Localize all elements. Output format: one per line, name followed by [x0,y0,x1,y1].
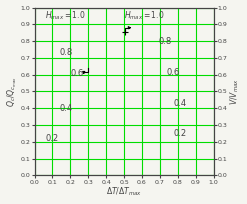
Text: 0.6: 0.6 [70,69,83,78]
Text: 0.6: 0.6 [166,68,179,77]
Text: 0.4: 0.4 [60,104,73,113]
X-axis label: $\Delta T/\Delta T_{max}$: $\Delta T/\Delta T_{max}$ [106,186,142,198]
Text: $H_{max}=1.0$: $H_{max}=1.0$ [124,9,165,22]
Text: 0.4: 0.4 [173,99,186,108]
Text: 0.2: 0.2 [173,129,186,138]
Y-axis label: $Q_c/Q_{c_{max}}$: $Q_c/Q_{c_{max}}$ [5,76,19,107]
Y-axis label: $V/V_{max}$: $V/V_{max}$ [229,78,242,105]
Text: 0.8: 0.8 [60,48,73,57]
Text: 0.8: 0.8 [159,38,172,47]
Text: $H_{max}=1.0$: $H_{max}=1.0$ [45,9,86,22]
Text: 0.2: 0.2 [45,134,58,143]
